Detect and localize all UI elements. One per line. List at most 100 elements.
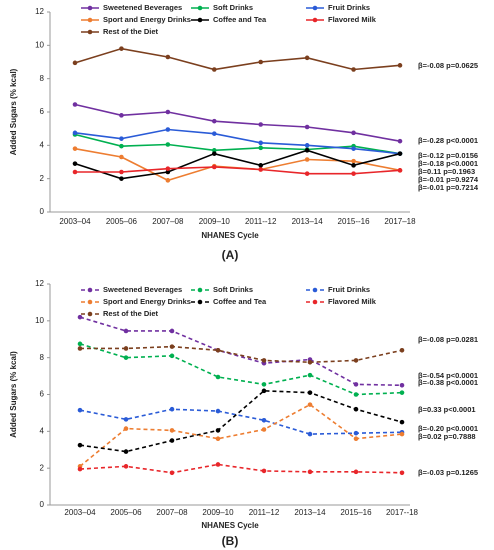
data-point [258, 140, 264, 146]
data-point [72, 102, 78, 107]
data-point [261, 427, 267, 432]
data-point [304, 157, 310, 162]
x-tick-label: 2009–10 [202, 508, 234, 517]
data-point [77, 442, 83, 448]
x-tick-label: 2007–08 [156, 508, 188, 517]
data-point [307, 359, 313, 365]
legend-label: Fruit Drinks [328, 285, 370, 294]
annotation: β=-0.01 p=0.9274 [418, 175, 479, 184]
x-tick-label: 2013–14 [292, 217, 324, 226]
data-point [215, 374, 221, 380]
legend-dot [197, 287, 203, 293]
annotation: β=-0.01 p=0.7214 [418, 183, 479, 192]
data-point [261, 388, 267, 394]
y-tick-label: 2 [40, 463, 45, 472]
data-point [399, 470, 405, 476]
data-point [397, 168, 403, 173]
x-axis-label: NHANES Cycle [201, 521, 259, 530]
y-tick-label: 12 [35, 7, 44, 16]
data-point [211, 118, 217, 124]
data-point [211, 151, 217, 156]
annotation: β=-0.08 p=0.0281 [418, 335, 478, 344]
legend-dot [197, 17, 203, 23]
legend-label: Flavored Milk [328, 15, 377, 24]
legend-dot [87, 311, 93, 317]
data-point [397, 63, 403, 68]
data-point [123, 426, 129, 431]
series-line [74, 149, 401, 180]
legend-dot [312, 287, 318, 293]
legend-dot [87, 287, 93, 293]
y-tick-label: 0 [40, 500, 45, 509]
data-point [119, 46, 124, 51]
data-point [169, 353, 175, 359]
x-tick-label: 2013–14 [294, 508, 326, 517]
series-line [79, 408, 403, 435]
legend-label: Soft Drinks [213, 3, 253, 12]
data-point [72, 161, 78, 166]
data-point [258, 59, 264, 65]
data-point [353, 436, 359, 442]
data-point [399, 348, 405, 353]
data-point [399, 419, 405, 425]
x-tick-label: 2007–08 [152, 217, 184, 226]
y-tick-label: 8 [40, 353, 45, 362]
data-point [77, 466, 83, 472]
legend-dot [197, 299, 203, 305]
data-point [215, 348, 221, 353]
legend-label: Coffee and Tea [213, 297, 267, 306]
data-point [351, 130, 356, 136]
legend-dot [87, 299, 93, 305]
legend-dot [87, 5, 93, 11]
legend-dot [87, 29, 93, 35]
annotation: β=-0.12 p=0.0156 [418, 151, 478, 160]
annotation: β=-0.54 p<0.0001 [418, 371, 478, 380]
y-tick-label: 2 [40, 174, 45, 183]
y-tick-label: 6 [40, 390, 45, 399]
data-point [169, 470, 175, 476]
annotation: β=0.02 p=0.7888 [418, 432, 476, 441]
x-tick-label: 2017–18 [384, 217, 416, 226]
data-point [119, 154, 124, 160]
data-point [165, 169, 171, 175]
data-point [123, 328, 129, 334]
legend-label: Soft Drinks [213, 285, 253, 294]
series-line [74, 133, 401, 155]
data-point [215, 436, 221, 442]
data-point [215, 462, 221, 467]
panel-label: (B) [222, 534, 239, 548]
data-point [72, 60, 78, 66]
data-point [261, 417, 267, 423]
legend-label: Sweetened Beverages [103, 3, 182, 12]
x-tick-label: 2009–10 [199, 217, 231, 226]
y-tick-label: 4 [40, 140, 45, 149]
data-point [169, 428, 175, 433]
annotation: β=-0.18 p<0.0001 [418, 159, 478, 168]
annotation: β=-0.08 p=0.0625 [418, 61, 478, 70]
data-point [399, 390, 405, 395]
series-line [79, 343, 403, 396]
x-axis-label: NHANES Cycle [201, 231, 259, 240]
annotation: β=-0.03 p=0.1265 [418, 468, 478, 477]
legend-label: Rest of the Diet [103, 309, 159, 318]
data-point [165, 142, 171, 147]
data-point [215, 408, 221, 414]
legend-label: Sport and Energy Drinks [103, 297, 191, 306]
data-point [169, 344, 175, 349]
data-point [351, 67, 356, 72]
data-point [353, 392, 359, 397]
data-point [72, 169, 78, 175]
data-point [123, 464, 129, 469]
data-point [123, 449, 129, 454]
data-point [165, 109, 171, 115]
data-point [261, 382, 267, 387]
legend-label: Sweetened Beverages [103, 285, 182, 294]
data-point [119, 169, 124, 175]
series-line [79, 390, 403, 453]
data-point [77, 407, 83, 413]
data-point [165, 178, 171, 183]
data-point [304, 171, 310, 176]
x-tick-label: 2015–16 [340, 508, 372, 517]
data-point [353, 358, 359, 363]
